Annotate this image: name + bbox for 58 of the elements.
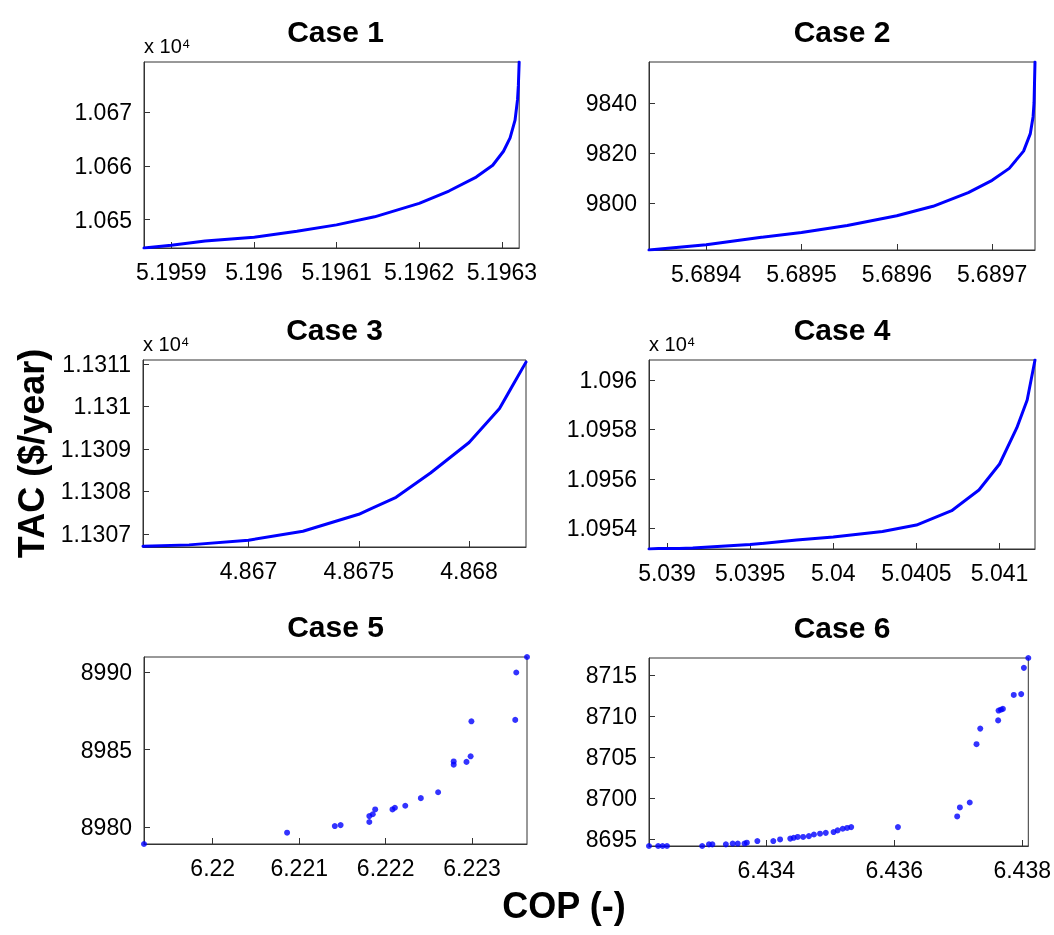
y-tick-label: 1.065: [74, 206, 132, 233]
x-tick-label: 6.222: [356, 854, 415, 881]
y-tick-label: 8715: [585, 662, 637, 689]
x-tick-label: 5.6895: [766, 260, 837, 287]
y-tick-label: 9820: [585, 139, 637, 166]
x-tick-label: 6.436: [865, 856, 923, 883]
y-tick-label: 1.1308: [60, 478, 131, 505]
text: x 10⁴: [649, 333, 696, 355]
x-tick-label: 5.0395: [714, 559, 786, 586]
y-tick-label: 1.0958: [566, 416, 637, 443]
x-tick-label: 6.223: [443, 854, 501, 881]
x-tick-label: 5.6894: [671, 260, 742, 287]
x-tick-label: 5.6896: [861, 260, 932, 287]
x-tick-label: 6.221: [270, 854, 328, 881]
x-tick-label: 5.0405: [881, 559, 952, 586]
y-tick-label: 8695: [585, 826, 637, 853]
x-tick-label: 5.039: [638, 559, 696, 586]
y-tick-label: 1.1309: [60, 435, 131, 462]
x-tick-label: 4.867: [219, 557, 278, 584]
y-tick-label: 1.066: [74, 152, 132, 179]
y-tick-label: 9840: [585, 89, 637, 116]
x-tick-label: 5.6897: [956, 260, 1028, 287]
chart-title: Case 2: [793, 14, 891, 48]
y-tick-label: 1.096: [579, 367, 637, 394]
x-tick-label: 6.438: [993, 856, 1051, 883]
y-tick-label: 8700: [585, 785, 637, 812]
y-tick-label: 1.0956: [566, 465, 637, 492]
y-tick-label: 8705: [585, 744, 637, 771]
y-tick-label: 8710: [585, 703, 637, 730]
x-tick-label: 5.041: [970, 559, 1029, 586]
y-tick-label: 1.131: [73, 393, 131, 420]
x-tick-label: 6.434: [737, 856, 796, 883]
y-axis-title: TAC ($/year): [11, 348, 53, 559]
x-axis-title: COP (-): [502, 884, 626, 926]
text: x 10⁴: [143, 333, 190, 355]
x-tick-label: 6.22: [190, 854, 236, 881]
x-tick-label: 4.868: [440, 557, 498, 584]
y-tick-label: 1.067: [74, 98, 132, 125]
y-tick-label: 8990: [80, 659, 132, 686]
chart-title: Case 3: [286, 312, 383, 346]
y-tick-label: 8980: [80, 814, 132, 841]
chart-title: Case 6: [793, 610, 891, 644]
y-tick-label: 1.0954: [566, 515, 638, 542]
x-tick-label: 5.04: [810, 559, 856, 586]
chart-title: Case 4: [793, 312, 891, 346]
x-tick-label: 5.1963: [466, 258, 538, 285]
x-tick-label: 5.1959: [136, 258, 207, 285]
y-tick-label: 1.1307: [60, 520, 131, 547]
x-tick-label: 5.1961: [301, 258, 372, 285]
y-tick-label: 8985: [80, 736, 132, 763]
x-tick-label: 5.196: [225, 258, 283, 285]
chart-title: Case 1: [287, 14, 384, 48]
x-tick-label: 5.1962: [384, 258, 455, 285]
x-tick-label: 4.8675: [323, 557, 394, 584]
y-tick-label: 1.1311: [62, 350, 131, 377]
chart-title: Case 5: [287, 609, 384, 643]
y-tick-label: 9800: [585, 189, 637, 216]
text: x 10⁴: [144, 35, 191, 57]
